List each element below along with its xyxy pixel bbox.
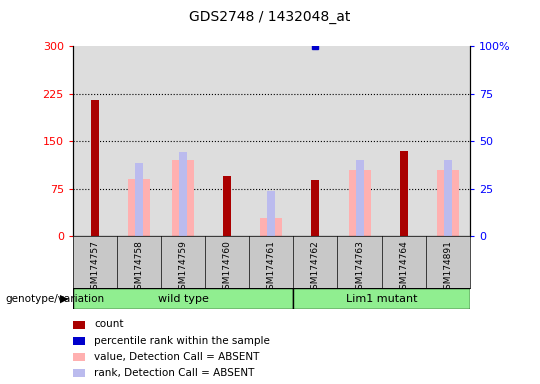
Text: value, Detection Call = ABSENT: value, Detection Call = ABSENT — [94, 352, 260, 362]
Text: GSM174891: GSM174891 — [443, 240, 452, 295]
Bar — [135, 163, 143, 236]
Bar — [128, 179, 150, 236]
Bar — [91, 100, 99, 236]
Bar — [223, 176, 231, 236]
Bar — [260, 218, 282, 236]
Text: GSM174759: GSM174759 — [179, 240, 188, 295]
Text: GSM174758: GSM174758 — [134, 240, 144, 295]
Text: genotype/variation: genotype/variation — [5, 294, 105, 304]
Text: percentile rank within the sample: percentile rank within the sample — [94, 336, 271, 346]
Bar — [179, 152, 187, 236]
Bar — [267, 190, 275, 236]
Bar — [444, 160, 452, 236]
Bar — [312, 180, 320, 236]
Bar — [400, 151, 408, 236]
Bar — [348, 170, 370, 236]
Bar — [355, 160, 363, 236]
Bar — [293, 288, 470, 309]
Bar — [437, 170, 459, 236]
Bar — [172, 160, 194, 236]
Text: ▶: ▶ — [59, 294, 68, 304]
Text: count: count — [94, 319, 124, 329]
Bar — [73, 288, 293, 309]
Text: GSM174757: GSM174757 — [91, 240, 99, 295]
Text: GSM174763: GSM174763 — [355, 240, 364, 295]
Text: GSM174762: GSM174762 — [311, 240, 320, 295]
Text: rank, Detection Call = ABSENT: rank, Detection Call = ABSENT — [94, 368, 255, 378]
Text: Lim1 mutant: Lim1 mutant — [346, 293, 417, 304]
Text: GSM174761: GSM174761 — [267, 240, 276, 295]
Text: wild type: wild type — [158, 293, 208, 304]
Text: GSM174760: GSM174760 — [223, 240, 232, 295]
Text: GDS2748 / 1432048_at: GDS2748 / 1432048_at — [190, 10, 350, 23]
Text: GSM174764: GSM174764 — [399, 240, 408, 295]
